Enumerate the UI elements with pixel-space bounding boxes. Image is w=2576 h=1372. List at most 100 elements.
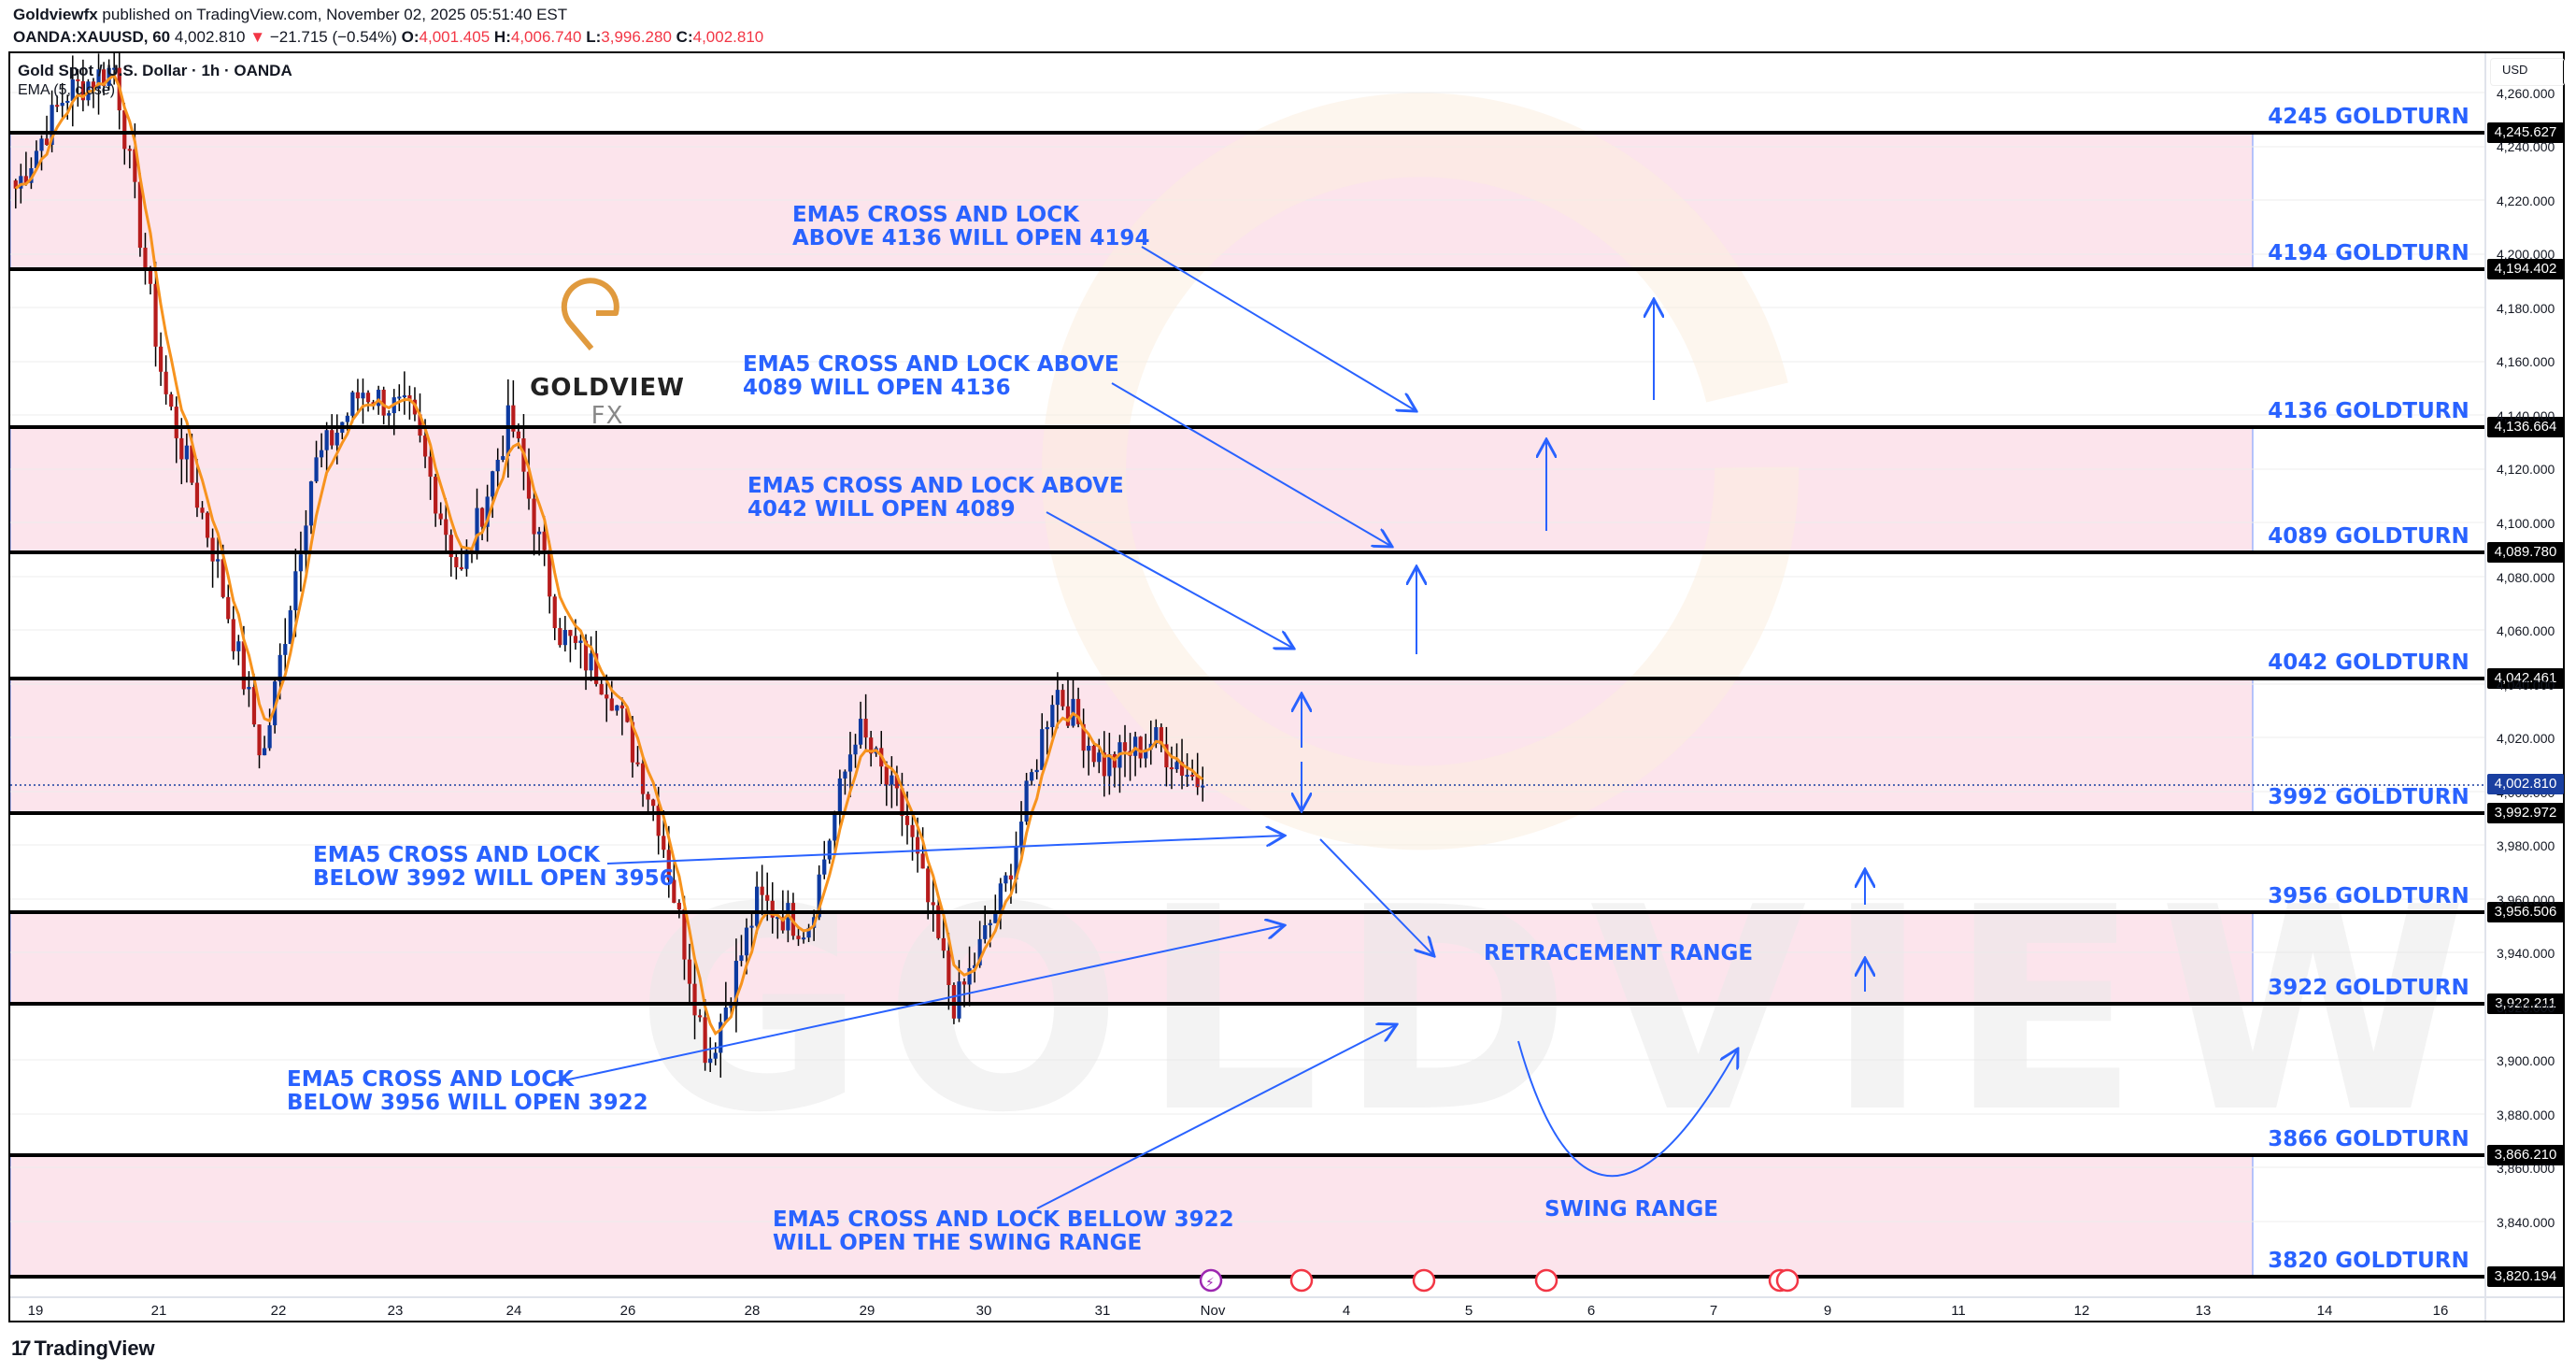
level-label: 3820 GOLDTURN [2268,1249,2469,1273]
annotation-line: EMA5 CROSS AND LOCK [313,843,600,867]
label-retracement-range[interactable]: RETRACEMENT RANGE [1484,942,1753,965]
level-label: 3992 GOLDTURN [2268,785,2469,809]
level-price-tag: 4,194.402 [2487,259,2564,279]
published-text: published on TradingView.com, November 0… [102,6,568,23]
date-tick: 26 [619,1303,636,1319]
level-price-tag: 3,866.210 [2487,1145,2564,1165]
price-tick: 4,120.000 [2497,462,2555,478]
price-tick: 4,220.000 [2497,193,2555,208]
annotation-line: SWING RANGE [1544,1197,1718,1222]
date-tick: 4 [1342,1303,1351,1319]
price-tick: 4,040.000 [2497,677,2555,693]
annotation-line: BELOW 3956 WILL OPEN 3922 [287,1091,648,1115]
level-price-tag: 3,992.972 [2487,803,2564,823]
level-price-tag: 4,245.627 [2487,122,2564,143]
price-tick: 3,840.000 [2497,1214,2555,1230]
date-tick: 12 [2073,1303,2090,1319]
date-tick: 7 [1709,1303,1718,1319]
date-tick: 11 [1951,1303,1966,1319]
close-value: 4,002.810 [692,28,764,46]
date-tick: 29 [859,1303,875,1319]
price-tick: 4,100.000 [2497,515,2555,531]
annot-3922[interactable]: EMA5 CROSS AND LOCK BELOW 3956 WILL OPEN … [287,1068,648,1115]
low-value: 3,996.280 [601,28,672,46]
price-tick: 3,900.000 [2497,1053,2555,1069]
open-label: O: [401,28,420,46]
date-tick: 31 [1094,1303,1111,1319]
annotation-line: WILL OPEN THE SWING RANGE [773,1231,1143,1255]
date-tick: 13 [2195,1303,2212,1319]
legend-indicator[interactable]: EMA (5, close) [18,82,116,98]
date-tick: 30 [975,1303,992,1319]
open-value: 4,001.405 [419,28,491,46]
last-price: 4,002.810 [174,28,246,46]
level-label: 4089 GOLDTURN [2268,524,2469,549]
close-label: C: [676,28,693,46]
goldview-brand: GOLDVIEW FX [509,299,705,430]
annot-4194[interactable]: EMA5 CROSS AND LOCK ABOVE 4136 WILL OPEN … [792,204,1149,250]
level-price-tag: 3,956.506 [2487,902,2564,922]
date-tick: 24 [505,1303,522,1319]
date-tick: 23 [387,1303,404,1319]
price-tick: 3,860.000 [2497,1161,2555,1177]
price-tick: 3,960.000 [2497,892,2555,908]
annotation-line: EMA5 CROSS AND LOCK ABOVE [743,352,1119,377]
level-lines [10,131,2485,1279]
date-tick: 28 [744,1303,761,1319]
date-tick: 6 [1587,1303,1596,1319]
price-tick: 3,880.000 [2497,1107,2555,1122]
price-tick: 3,920.000 [2497,999,2555,1015]
ema-line [14,73,1204,1036]
annotation-line: EMA5 CROSS AND LOCK [792,203,1079,227]
price-tick: 3,980.000 [2497,838,2555,854]
svg-text:⚡: ⚡ [1205,1276,1215,1291]
annot-swing-range-entry[interactable]: EMA5 CROSS AND LOCK BELLOW 3922 WILL OPEN… [773,1208,1234,1255]
date-tick: 5 [1464,1303,1473,1319]
level-price-tag: 4,136.664 [2487,417,2564,437]
date-tick: 14 [2316,1303,2333,1319]
annotation-line: RETRACEMENT RANGE [1484,941,1754,965]
chart-frame [8,51,2565,1322]
triangle-down-icon: ▼ [249,28,266,46]
label-swing-range[interactable]: SWING RANGE [1544,1198,1718,1222]
low-label: L: [586,28,602,46]
annotation-line: EMA5 CROSS AND LOCK BELLOW 3922 [773,1208,1234,1232]
annotation-line: ABOVE 4136 WILL OPEN 4194 [792,226,1150,250]
date-tick: 19 [27,1303,44,1319]
annot-4136[interactable]: EMA5 CROSS AND LOCK ABOVE 4089 WILL OPEN … [743,353,1119,400]
annotation-line: BELOW 3992 WILL OPEN 3956 [313,866,675,891]
date-tick: 22 [270,1303,287,1319]
price-tick: 4,020.000 [2497,731,2555,747]
symbol-info: OANDA:XAUUSD, 60 4,002.810 ▼ −21.715 (−0… [13,28,763,47]
price-tick: 4,140.000 [2497,407,2555,423]
date-tick: 16 [2432,1303,2449,1319]
legend-title: Gold Spot / U.S. Dollar · 1h · OANDA [18,62,292,79]
tradingview-logo[interactable]: 17 TradingView [11,1336,155,1361]
annot-4089[interactable]: EMA5 CROSS AND LOCK ABOVE 4042 WILL OPEN … [747,475,1124,522]
symbol: OANDA:XAUUSD, 60 [13,28,171,46]
price-tick: 4,240.000 [2497,139,2555,155]
event-markers[interactable]: ⚡ [1199,1268,1800,1293]
candlesticks [13,53,1205,1079]
current-price-tag: 4,002.810 [2487,774,2564,794]
price-tick: 4,080.000 [2497,569,2555,585]
price-tick: 4,180.000 [2497,300,2555,316]
publisher-name: Goldviewfx [13,6,98,23]
date-tick: 21 [150,1303,167,1319]
level-label: 4136 GOLDTURN [2268,399,2469,423]
price-change: −21.715 (−0.54%) [269,28,397,46]
level-price-tag: 4,042.461 [2487,668,2564,689]
date-tick: 9 [1823,1303,1832,1319]
tradingview-mark-icon: 17 [11,1336,32,1360]
annotation-arrows [550,246,1865,1209]
level-label: 3866 GOLDTURN [2268,1127,2469,1151]
annotation-line: EMA5 CROSS AND LOCK ABOVE [747,474,1124,498]
annotation-line: 4042 WILL OPEN 4089 [747,497,1016,522]
currency-label[interactable]: USD [2490,58,2565,86]
annot-3956[interactable]: EMA5 CROSS AND LOCK BELOW 3992 WILL OPEN … [313,844,675,891]
level-label: 4042 GOLDTURN [2268,650,2469,675]
publish-info: Goldviewfx published on TradingView.com,… [13,6,567,24]
level-label: 3956 GOLDTURN [2268,884,2469,908]
annotation-line: EMA5 CROSS AND LOCK [287,1067,574,1092]
